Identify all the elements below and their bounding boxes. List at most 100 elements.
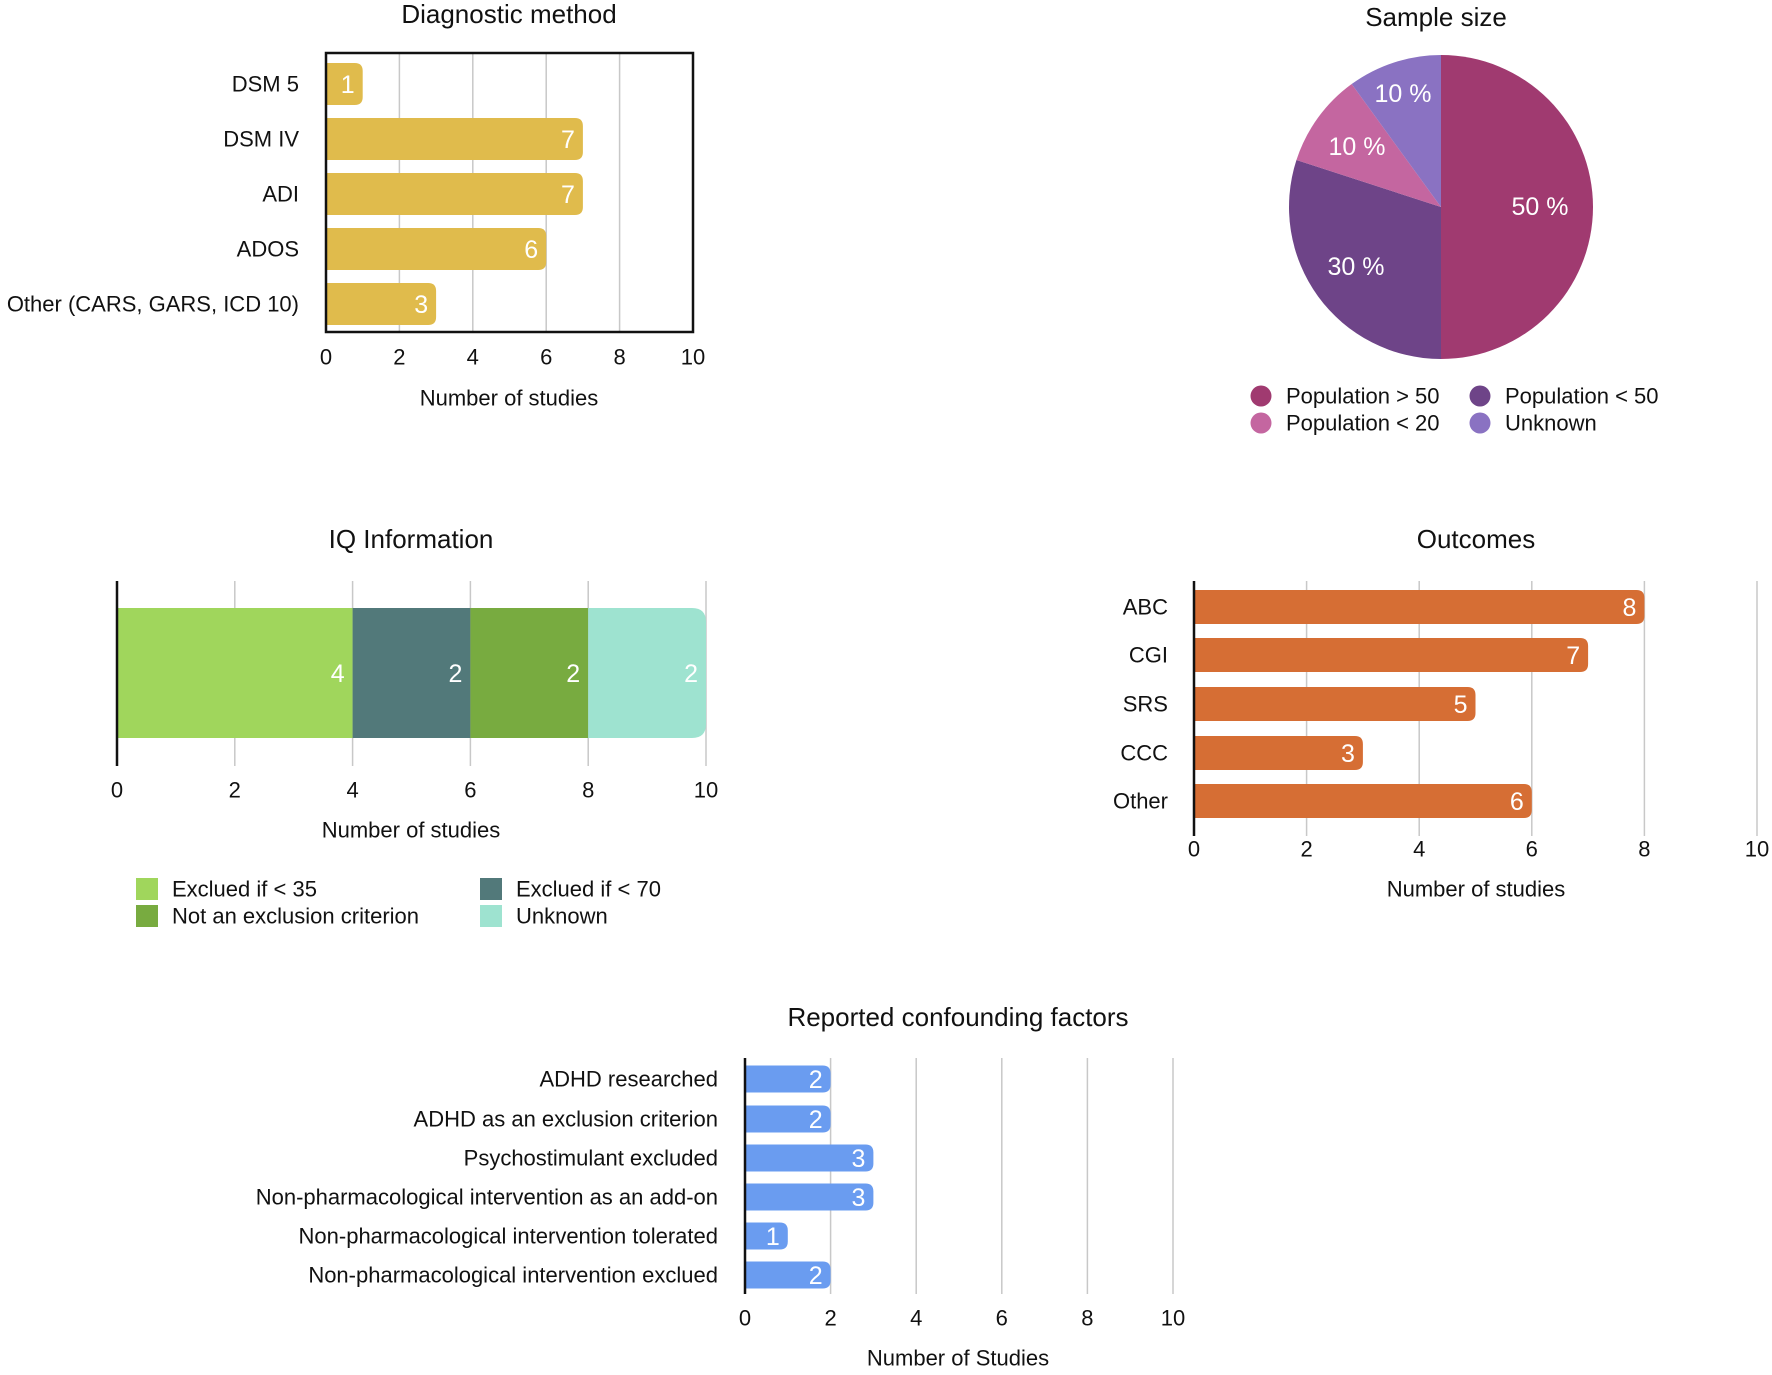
x-tick-label: 8 — [582, 778, 594, 803]
x-tick-label: 4 — [1413, 837, 1425, 862]
slice-value-label: 10 % — [1375, 80, 1432, 108]
bar-segment — [588, 608, 706, 738]
bar — [326, 228, 547, 270]
bar-value-label: 7 — [1566, 642, 1580, 670]
bar-value-label: 3 — [851, 1145, 865, 1173]
category-label: CGI — [1129, 643, 1168, 668]
category-label: Non-pharmacological intervention tolerat… — [299, 1224, 718, 1249]
category-label: Non-pharmacological intervention exclued — [308, 1263, 718, 1288]
bar-value-label: 1 — [341, 71, 355, 99]
bar-value-label: 6 — [524, 236, 538, 264]
x-axis-label: Number of studies — [322, 818, 501, 843]
x-tick-label: 10 — [694, 778, 718, 803]
chart-title: Sample size — [1365, 2, 1507, 32]
x-axis-label: Number of studies — [420, 386, 599, 411]
x-tick-label: 6 — [540, 345, 552, 370]
x-tick-label: 2 — [393, 345, 405, 370]
bar — [1194, 784, 1532, 818]
legend-swatch — [480, 905, 502, 927]
category-label: ADHD researched — [539, 1067, 718, 1092]
legend-label: Not an exclusion criterion — [172, 904, 419, 929]
bar — [745, 1261, 831, 1289]
slice-value-label: 10 % — [1329, 133, 1386, 161]
bar — [1194, 736, 1363, 770]
pie-slice — [1441, 55, 1593, 359]
legend-swatch — [1250, 385, 1272, 407]
bar — [745, 1065, 831, 1093]
legend-label: Unknown — [516, 904, 608, 929]
bar-value-label: 2 — [809, 1106, 823, 1134]
x-tick-label: 8 — [1638, 837, 1650, 862]
bar-value-label: 2 — [809, 1066, 823, 1094]
x-tick-label: 0 — [1188, 837, 1200, 862]
category-label: ADOS — [237, 237, 299, 262]
x-tick-label: 0 — [739, 1306, 751, 1331]
bar — [326, 283, 437, 325]
legend-swatch — [1469, 385, 1491, 407]
category-label: CCC — [1120, 741, 1168, 766]
bar-value-label: 8 — [1622, 594, 1636, 622]
bar-value-label: 4 — [331, 660, 345, 688]
x-tick-label: 8 — [613, 345, 625, 370]
sample-size-chart: Sample size 50 % 30 % 10 % 10 % Population > … — [1250, 2, 1659, 436]
bar-value-label: 2 — [809, 1262, 823, 1290]
bar-value-label: 1 — [766, 1223, 780, 1251]
x-tick-label: 2 — [229, 778, 241, 803]
outcomes-chart: Outcomes 0 2 4 6 8 10 8 ABC 7 CGI 5 SRS 3 CCC 6 Other Num… — [1113, 524, 1769, 902]
slice-value-label: 50 % — [1512, 193, 1569, 221]
category-label: DSM IV — [223, 127, 299, 152]
bar-value-label: 3 — [414, 291, 428, 319]
x-tick-label: 10 — [1161, 1306, 1185, 1331]
category-label: ABC — [1123, 595, 1168, 620]
category-label: Other — [1113, 789, 1168, 814]
legend-label: Exclued if < 70 — [516, 877, 661, 902]
legend-swatch — [136, 905, 158, 927]
legend-swatch — [136, 878, 158, 900]
pie-slice — [1296, 84, 1441, 207]
category-label: Other (CARS, GARS, ICD 10) — [7, 292, 299, 317]
chart-title: IQ Information — [329, 524, 494, 554]
legend-label: Exclued if < 35 — [172, 877, 317, 902]
bar-value-label: 7 — [561, 181, 575, 209]
x-tick-label: 4 — [910, 1306, 922, 1331]
chart-title: Reported confounding factors — [787, 1002, 1128, 1032]
x-tick-label: 6 — [1526, 837, 1538, 862]
bar — [326, 173, 583, 215]
bar — [1194, 590, 1645, 624]
pie-slice — [1351, 55, 1441, 207]
x-tick-label: 2 — [824, 1306, 836, 1331]
chart-title: Outcomes — [1417, 524, 1536, 554]
category-label: ADHD as an exclusion criterion — [414, 1107, 718, 1132]
legend-swatch — [1469, 412, 1491, 434]
bar-value-label: 2 — [566, 660, 580, 688]
bar-value-label: 3 — [1341, 740, 1355, 768]
bar — [1194, 687, 1476, 721]
x-tick-label: 2 — [1300, 837, 1312, 862]
bar-value-label: 6 — [1510, 788, 1524, 816]
legend-label: Population < 50 — [1505, 384, 1659, 409]
bar-segment — [352, 608, 471, 738]
x-tick-label: 4 — [467, 345, 479, 370]
bar-segment — [470, 608, 589, 738]
bar — [745, 1183, 874, 1211]
conf-chart: Reported confounding factors 0 2 4 6 8 10 2 ADHD… — [256, 1002, 1186, 1371]
x-tick-label: 6 — [996, 1306, 1008, 1331]
bar-value-label: 3 — [851, 1184, 865, 1212]
bar — [745, 1222, 788, 1250]
x-tick-label: 0 — [320, 345, 332, 370]
x-tick-label: 4 — [346, 778, 358, 803]
bar-value-label: 2 — [684, 660, 698, 688]
x-tick-label: 8 — [1081, 1306, 1093, 1331]
bar — [326, 118, 583, 160]
x-tick-label: 10 — [681, 345, 705, 370]
category-label: Non-pharmacological intervention as an a… — [256, 1185, 718, 1210]
bar-segment — [117, 608, 353, 738]
legend-swatch — [480, 878, 502, 900]
legend-swatch — [1250, 412, 1272, 434]
bar-value-label: 2 — [448, 660, 462, 688]
legend-label: Population < 20 — [1286, 411, 1440, 436]
bar — [745, 1144, 874, 1172]
legend-label: Population > 50 — [1286, 384, 1440, 409]
category-label: ADI — [262, 182, 299, 207]
